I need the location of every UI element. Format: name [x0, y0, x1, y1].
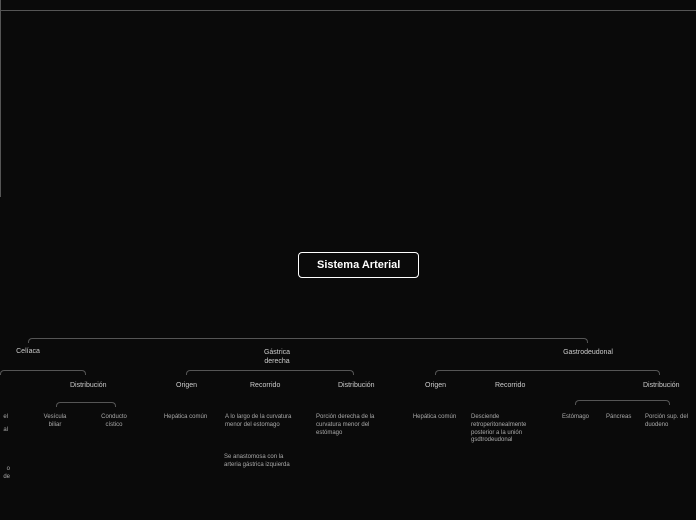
connector: [0, 55, 1, 75]
gastro-leaf: Páncreas: [606, 414, 630, 422]
level1-node-gastro: Gastrodeudonal: [563, 348, 613, 357]
node-label: Desciende retroperitonealmente posterior…: [471, 414, 526, 443]
connector: [0, 135, 1, 147]
connector: [0, 167, 1, 187]
node-label: Recorrido: [250, 382, 280, 389]
node-label: A lo largo de la curvatura menor del est…: [225, 414, 291, 428]
partial-leaf: o de: [0, 466, 10, 482]
gastro-leaf: Estómago: [562, 414, 588, 422]
connector: [0, 31, 1, 43]
gastro-recorrido: Recorrido: [495, 381, 521, 390]
root-node: Sistema Arterial: [298, 252, 419, 278]
celiaca-leaf: Vesícula biliar: [38, 414, 72, 430]
node-label: Vesícula biliar: [44, 414, 67, 428]
connector: [0, 0, 1, 10]
partial-leaf: al: [0, 427, 8, 435]
level1-node-gastrica: Gástrica derecha: [252, 348, 302, 366]
node-label: Conducto cístico: [101, 414, 127, 428]
node-label: Recorrido: [495, 382, 525, 389]
gastrica-leaf: Porción derecha de la curvatura menor de…: [316, 414, 378, 437]
node-label: Distribución: [643, 382, 680, 389]
gastro-origen: Origen: [425, 381, 445, 390]
bracket: [435, 370, 660, 375]
node-label: Hepática común: [413, 414, 456, 420]
node-label: o de: [3, 466, 10, 480]
celiaca-leaf: Conducto cístico: [92, 414, 136, 430]
node-label: Distribución: [338, 382, 375, 389]
gastrica-leaf: A lo largo de la curvatura menor del est…: [225, 414, 295, 430]
gastrica-origen: Origen: [176, 381, 196, 390]
node-label: Estómago: [562, 414, 589, 420]
node-label: Origen: [425, 382, 446, 389]
celiaca-dist: Distribución: [70, 381, 100, 390]
root-label: Sistema Arterial: [317, 259, 400, 271]
partial-leaf: el: [0, 414, 8, 422]
node-label: Hepática común: [164, 414, 207, 420]
gastro-leaf: Hepática común: [412, 414, 457, 422]
bracket: [575, 400, 670, 405]
node-label: el: [3, 414, 8, 420]
node-label: Páncreas: [606, 414, 631, 420]
gastrica-leaf: Se anastomosa con la arteria gástrica iz…: [224, 454, 294, 470]
node-label: Porción sup. del duodeno: [645, 414, 688, 428]
connector: [0, 147, 1, 167]
gastrica-leaf: Hepática común: [163, 414, 208, 422]
node-label: Gástrica derecha: [264, 349, 290, 365]
gastrica-dist: Distribución: [338, 381, 368, 390]
node-label: Porción derecha de la curvatura menor de…: [316, 414, 374, 436]
node-label: al: [3, 427, 8, 433]
connector: [0, 43, 1, 55]
gastrica-recorrido: Recorrido: [250, 381, 276, 390]
level1-node-celiaca: Celíaca: [13, 347, 43, 356]
connector: [0, 19, 1, 31]
node-label: Origen: [176, 382, 197, 389]
gastro-leaf: Desciende retroperitonealmente posterior…: [471, 414, 536, 445]
connector: [0, 187, 1, 197]
bracket: [186, 370, 354, 375]
bracket: [56, 402, 116, 407]
node-label: Distribución: [70, 382, 107, 389]
bracket: [0, 370, 86, 375]
gastro-dist: Distribución: [643, 381, 673, 390]
node-label: Celíaca: [16, 348, 40, 355]
gastro-leaf: Porción sup. del duodeno: [645, 414, 689, 430]
connector: [0, 10, 696, 11]
connector: [0, 95, 1, 115]
node-label: Gastrodeudonal: [563, 349, 613, 356]
connector: [0, 115, 1, 135]
node-label: Se anastomosa con la arteria gástrica iz…: [224, 454, 290, 468]
connector: [0, 11, 1, 19]
bracket: [28, 338, 588, 343]
connector: [0, 75, 1, 95]
